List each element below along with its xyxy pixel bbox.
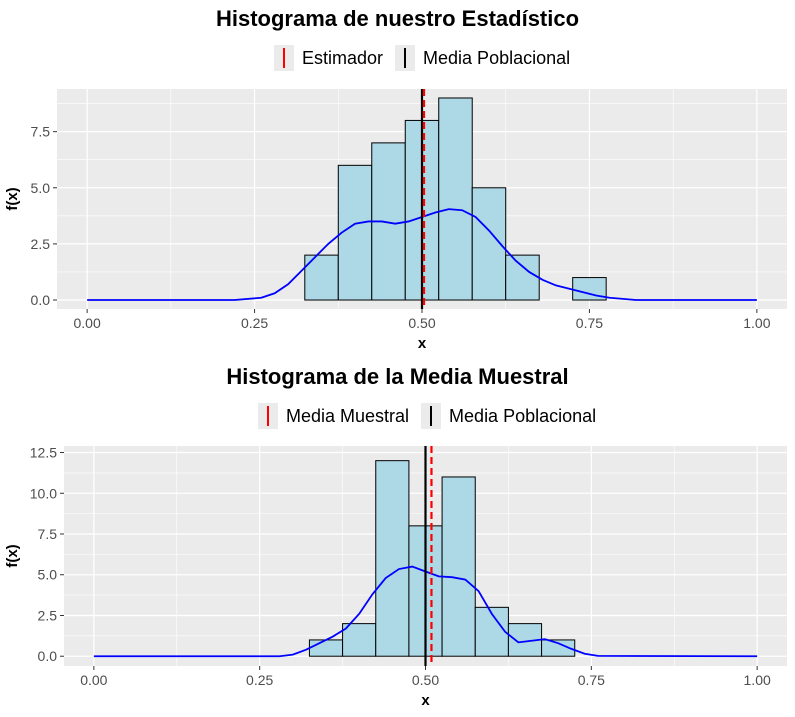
y-tick-label: 10.0 bbox=[30, 485, 57, 501]
histogram-bar bbox=[337, 164, 373, 301]
legend-key-black bbox=[421, 403, 442, 429]
histogram-bar bbox=[474, 606, 509, 657]
y-tick-label: 7.5 bbox=[38, 526, 58, 542]
y-tick-label: 7.5 bbox=[31, 124, 51, 140]
x-tick-label: 0.00 bbox=[74, 315, 101, 331]
histogram-bar bbox=[308, 639, 344, 657]
x-tick-label: 0.25 bbox=[241, 315, 268, 331]
chart-legend: Estimador Media Poblacional bbox=[274, 45, 582, 71]
histogram-bar bbox=[441, 476, 476, 657]
y-tick-label: 12.5 bbox=[30, 445, 57, 461]
y-tick-label: 2.5 bbox=[38, 607, 58, 623]
density-curve bbox=[93, 565, 758, 658]
x-tick-label: 0.50 bbox=[408, 315, 435, 331]
chart-panel-2: Histograma de la Media Muestral Media Mu… bbox=[0, 358, 795, 717]
y-tick-label: 0.0 bbox=[38, 648, 58, 664]
y-axis-label: f(x) bbox=[4, 544, 21, 567]
legend-label: Media Muestral bbox=[286, 405, 410, 426]
x-tick-label: 1.00 bbox=[743, 315, 770, 331]
legend-label: Estimador bbox=[302, 47, 384, 68]
legend-key-black bbox=[395, 45, 416, 71]
x-tick-label: 0.00 bbox=[80, 672, 107, 688]
chart-panel-1: Histograma de nuestro Estadístico Estima… bbox=[0, 0, 795, 358]
x-axis-label: x bbox=[421, 692, 430, 709]
x-axis-label: x bbox=[418, 335, 427, 352]
y-tick-label: 2.5 bbox=[31, 236, 51, 252]
y-axis-label: f(x) bbox=[4, 187, 21, 210]
histogram-plot: 0.0 2.5 5.0 7.5 10.0 12.5 0.00 0.25 0.50 0.75 1.00… bbox=[4, 445, 787, 709]
legend-key-red bbox=[274, 45, 294, 71]
histogram-bar bbox=[541, 639, 576, 657]
legend-label: Media Poblacional bbox=[423, 47, 571, 68]
histogram-bar bbox=[438, 97, 473, 301]
histogram-bar bbox=[342, 623, 377, 657]
legend-key-red bbox=[258, 403, 278, 429]
histogram-bar bbox=[505, 254, 540, 301]
x-tick-label: 0.75 bbox=[576, 315, 603, 331]
histogram-bar bbox=[375, 460, 410, 657]
density-curve bbox=[87, 208, 757, 301]
x-tick-label: 1.00 bbox=[744, 672, 771, 688]
chart-legend: Media Muestral Media Poblacional bbox=[258, 403, 608, 429]
x-tick-label: 0.75 bbox=[578, 672, 605, 688]
x-tick-label: 0.50 bbox=[412, 672, 439, 688]
x-tick-label: 0.25 bbox=[246, 672, 273, 688]
y-tick-label: 5.0 bbox=[38, 567, 58, 583]
histogram-plot: 0.0 2.5 5.0 7.5 0.00 0.25 0.50 0.75 1.00 x f(x) bbox=[4, 89, 787, 352]
y-tick-label: 5.0 bbox=[31, 180, 51, 196]
legend-label: Media Poblacional bbox=[449, 405, 597, 426]
chart-title: Histograma de nuestro Estadístico bbox=[215, 6, 580, 31]
chart-title: Histograma de la Media Muestral bbox=[226, 364, 569, 389]
y-tick-label: 0.0 bbox=[31, 292, 51, 308]
